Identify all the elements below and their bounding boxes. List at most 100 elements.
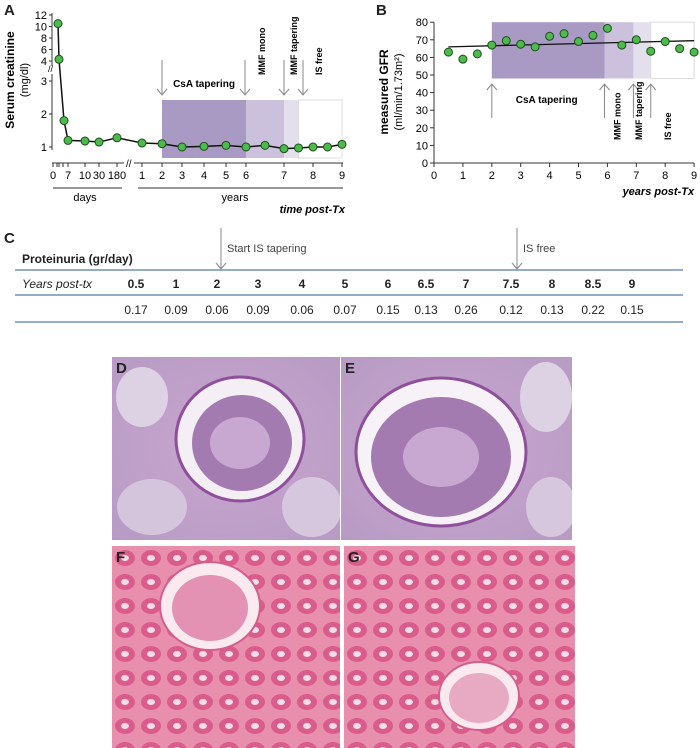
x-tick-label: 2 bbox=[489, 170, 495, 182]
arrow-mmf-tapering-head bbox=[278, 88, 290, 96]
year-cell: 1 bbox=[172, 277, 180, 291]
arrow-mmf-mono-head bbox=[239, 88, 251, 96]
year-cell: 8 bbox=[548, 277, 556, 291]
row-label: Years post-tx bbox=[22, 277, 93, 291]
data-point bbox=[530, 42, 540, 52]
year-cell: 7 bbox=[462, 277, 470, 291]
proteinuria-value-cell: 0.17 bbox=[124, 303, 148, 317]
phase-label: IS free bbox=[314, 47, 324, 75]
y-tick-label: 3 bbox=[41, 76, 47, 88]
x-tick-label: 180 bbox=[108, 170, 126, 182]
phase-label: CsA tapering bbox=[516, 95, 578, 106]
y-tick-label: 8 bbox=[41, 33, 47, 45]
data-point bbox=[241, 142, 251, 152]
proteinuria-value-cell: 0.07 bbox=[333, 303, 357, 317]
x-tick-label: 7 bbox=[281, 170, 287, 182]
proteinuria-value-cell: 0.13 bbox=[414, 303, 438, 317]
x-axis-label: years post-Tx bbox=[622, 186, 695, 198]
year-cell: 9 bbox=[628, 277, 636, 291]
proteinuria-value-cell: 0.15 bbox=[620, 303, 644, 317]
data-point bbox=[545, 31, 555, 41]
data-point bbox=[660, 37, 670, 47]
data-point bbox=[279, 144, 289, 154]
x-tick-label: 0 bbox=[431, 170, 437, 182]
x-axis-label: time post-Tx bbox=[280, 204, 346, 216]
data-point bbox=[137, 138, 147, 148]
proteinuria-value-cell: 0.06 bbox=[205, 303, 229, 317]
x-tick-label: 4 bbox=[201, 170, 207, 182]
proteinuria-value-cell: 0.12 bbox=[499, 303, 523, 317]
data-point bbox=[94, 137, 104, 147]
annotation-label: Start IS tapering bbox=[227, 243, 307, 255]
group-label-days: days bbox=[73, 192, 97, 204]
x-tick-label: 3 bbox=[518, 170, 524, 182]
x-tick-label: 1 bbox=[139, 170, 145, 182]
data-point bbox=[53, 19, 63, 29]
y-tick-label: 0 bbox=[422, 158, 428, 170]
data-point bbox=[63, 135, 73, 145]
data-point bbox=[574, 37, 583, 47]
group-label-years: years bbox=[222, 192, 249, 204]
y-tick-label: 70 bbox=[416, 35, 428, 47]
annotation-arrow-head bbox=[511, 262, 523, 270]
y-tick-label: 40 bbox=[416, 88, 428, 100]
data-point bbox=[487, 40, 497, 50]
data-point bbox=[112, 133, 122, 143]
year-cell: 6 bbox=[384, 277, 392, 291]
panel-label-f: F bbox=[116, 549, 126, 566]
data-point bbox=[501, 36, 511, 46]
x-tick-label: 8 bbox=[310, 170, 316, 182]
y-tick-label: 6 bbox=[41, 45, 47, 57]
proteinuria-value-cell: 0.13 bbox=[540, 303, 564, 317]
data-point bbox=[54, 54, 64, 64]
x-tick-label: 8 bbox=[662, 170, 668, 182]
x-tick-label: 30 bbox=[93, 170, 105, 182]
phase-region bbox=[284, 100, 299, 158]
y-axis-unit: (ml/min/1.73m²) bbox=[393, 53, 405, 130]
table-title: Proteinuria (gr/day) bbox=[22, 252, 133, 266]
x-tick-label: 7 bbox=[633, 170, 639, 182]
x-tick-label: 0 bbox=[50, 170, 56, 182]
y-tick-label: 80 bbox=[416, 17, 428, 29]
x-tick-label: 3 bbox=[179, 170, 185, 182]
y-tick-label: 10 bbox=[35, 22, 47, 34]
data-point bbox=[221, 140, 231, 150]
data-point bbox=[602, 23, 612, 33]
x-tick-label: 4 bbox=[547, 170, 553, 182]
phase-label: MMF mono bbox=[257, 27, 267, 75]
phase-region bbox=[491, 22, 605, 79]
x-tick-label: 7 bbox=[65, 170, 71, 182]
data-point bbox=[199, 141, 209, 151]
year-cell: 0.5 bbox=[127, 277, 145, 291]
histology-image-f: F bbox=[112, 546, 340, 748]
data-point bbox=[617, 40, 627, 50]
x-tick-label: 5 bbox=[575, 170, 581, 182]
phase-arrow-head bbox=[645, 83, 657, 91]
phase-label: CsA tapering bbox=[173, 79, 235, 90]
x-tick-label: 9 bbox=[339, 170, 345, 182]
data-point bbox=[443, 47, 453, 57]
x-tick-label: 9 bbox=[691, 170, 697, 182]
data-point bbox=[308, 142, 318, 152]
axis-break: // bbox=[126, 159, 132, 170]
histology-image-e: E bbox=[341, 357, 572, 540]
data-point bbox=[294, 143, 303, 153]
data-point bbox=[177, 142, 187, 152]
panel-label-d: D bbox=[116, 360, 127, 377]
y-tick-label: 2 bbox=[41, 109, 47, 121]
y-axis-label: measured GFR bbox=[377, 49, 391, 135]
panel-label-g: G bbox=[348, 549, 360, 566]
annotation-arrow-head bbox=[215, 262, 227, 270]
data-point bbox=[260, 140, 270, 150]
proteinuria-value-cell: 0.09 bbox=[246, 303, 270, 317]
data-point bbox=[59, 116, 69, 126]
phase-label: IS free bbox=[663, 112, 673, 140]
data-point bbox=[675, 44, 685, 54]
data-point bbox=[157, 139, 167, 149]
year-cell: 2 bbox=[213, 277, 221, 291]
proteinuria-table-panel: Proteinuria (gr/day) Start IS tapering IS… bbox=[0, 225, 700, 335]
arrow-is-free-head bbox=[297, 88, 309, 96]
data-point bbox=[588, 30, 598, 40]
year-cell: 7.5 bbox=[502, 277, 520, 291]
y-tick-label: 4 bbox=[41, 56, 47, 68]
